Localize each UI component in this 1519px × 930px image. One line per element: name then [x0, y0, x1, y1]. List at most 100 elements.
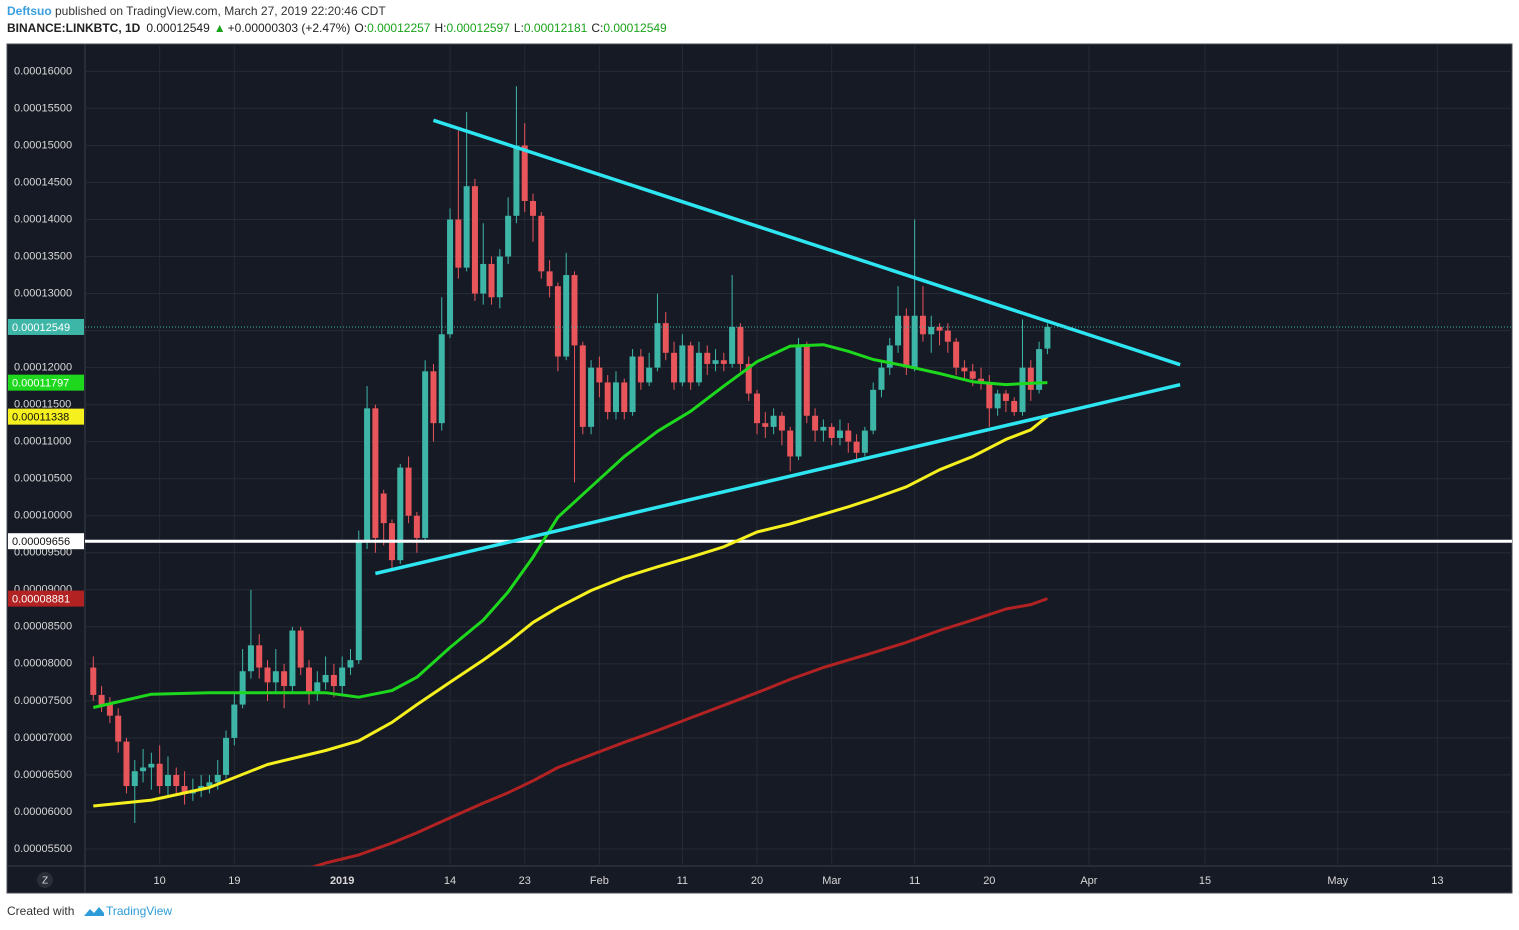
candle-body: [206, 782, 213, 787]
candle-body: [778, 415, 785, 431]
candle-body: [339, 667, 346, 687]
ohlc-key: H:: [434, 21, 446, 35]
footer-created: Created with: [7, 904, 74, 918]
candle-body: [787, 430, 794, 457]
candle-body: [156, 763, 163, 787]
author[interactable]: Deftsuo: [7, 4, 52, 18]
candle-body: [397, 467, 404, 561]
x-tick-label: Mar: [822, 875, 841, 887]
candle-body: [430, 371, 437, 424]
y-tick-label: 0.00014000: [14, 213, 72, 225]
candle-body: [314, 682, 321, 694]
candle-body: [530, 200, 537, 216]
candle-body: [579, 345, 586, 427]
candle-body: [181, 786, 188, 794]
candle-body: [1044, 326, 1051, 349]
candle-body: [737, 326, 744, 364]
price-badge-label: 0.00009656: [12, 536, 70, 548]
scale-button[interactable]: [37, 872, 53, 888]
ohlc-value: 0.00012597: [446, 21, 510, 35]
price-badge: [8, 408, 84, 425]
candle-body: [762, 423, 769, 427]
chart-panel: [6, 43, 1513, 894]
candle-body: [281, 671, 288, 687]
price-badge-label: 0.00012549: [12, 322, 70, 334]
candle-body: [123, 741, 130, 787]
candle-body: [364, 408, 371, 542]
candle-body: [870, 389, 877, 431]
candle-body: [986, 382, 993, 409]
candle-body: [538, 215, 545, 272]
price-badge: [8, 318, 84, 335]
candle-body: [795, 345, 802, 457]
candle-body: [231, 704, 238, 738]
candle-body: [770, 415, 777, 427]
candle-body: [836, 430, 843, 438]
candle-body: [322, 674, 329, 683]
x-tick-label: 13: [1431, 875, 1443, 887]
candle-body: [115, 715, 122, 742]
x-tick-label: 23: [519, 875, 531, 887]
candle-body: [803, 345, 810, 416]
candle-body: [1011, 400, 1018, 413]
candle-body: [820, 426, 827, 431]
y-tick-label: 0.00012000: [14, 362, 72, 374]
y-tick-label: 0.00006000: [14, 806, 72, 818]
candle-body: [297, 630, 304, 668]
candle-body: [521, 145, 528, 201]
y-tick-label: 0.00010000: [14, 510, 72, 522]
candle-body: [671, 352, 678, 383]
candle-body: [272, 671, 279, 683]
y-tick-label: 0.00008500: [14, 621, 72, 633]
candle-body: [554, 286, 561, 357]
candle-body: [895, 315, 902, 346]
x-tick-label: 2019: [330, 875, 354, 887]
candle-body: [1002, 393, 1009, 401]
candle-body: [1036, 349, 1043, 390]
candle-body: [306, 667, 313, 694]
x-tick-label: 20: [983, 875, 995, 887]
candle-body: [604, 382, 611, 413]
candle-body: [936, 326, 943, 331]
scale-button-label[interactable]: Z: [42, 876, 48, 887]
candle-body: [953, 341, 960, 368]
candle-body: [140, 767, 147, 772]
price-badge-label: 0.00011797: [12, 378, 69, 390]
x-tick-label: 14: [444, 875, 456, 887]
y-tick-label: 0.00007000: [14, 732, 72, 744]
y-tick-label: 0.00016000: [14, 65, 72, 77]
ohlc-key: O:: [354, 21, 367, 35]
y-tick-label: 0.00013500: [14, 250, 72, 262]
candle-body: [264, 667, 271, 683]
candle-body: [679, 345, 686, 383]
candle-body: [438, 334, 445, 424]
header-line-2: BINANCE:LINKBTC, 1D 0.00012549 ▲ +0.0000030…: [7, 21, 667, 35]
candle-body: [754, 393, 761, 424]
candle-body: [621, 382, 628, 413]
candle-body: [173, 774, 180, 787]
candle-body: [571, 275, 578, 346]
y-tick-label: 0.00005500: [14, 843, 72, 855]
candle-body: [1027, 367, 1034, 390]
moving-average: [92, 343, 1048, 709]
candle-body: [463, 186, 470, 268]
candle-body: [944, 330, 951, 342]
ohlc-value: 0.00012181: [524, 21, 588, 35]
candle-body: [637, 356, 644, 383]
x-tick-label: 15: [1199, 875, 1211, 887]
candle-body: [729, 326, 736, 364]
candle-body: [380, 493, 387, 524]
symbol: BINANCE:LINKBTC, 1D: [7, 21, 141, 35]
candle-body: [239, 671, 246, 705]
candle-body: [596, 367, 603, 383]
candle-body: [704, 352, 711, 364]
candle-body: [563, 275, 570, 357]
candle-body: [812, 415, 819, 431]
candle-body: [654, 323, 661, 368]
ohlc-value: 0.00012549: [603, 21, 667, 35]
price-badge-label: 0.00011338: [12, 412, 69, 424]
footer-brand[interactable]: TradingView: [106, 904, 172, 918]
candle-body: [256, 645, 263, 668]
y-tick-label: 0.00013000: [14, 287, 72, 299]
